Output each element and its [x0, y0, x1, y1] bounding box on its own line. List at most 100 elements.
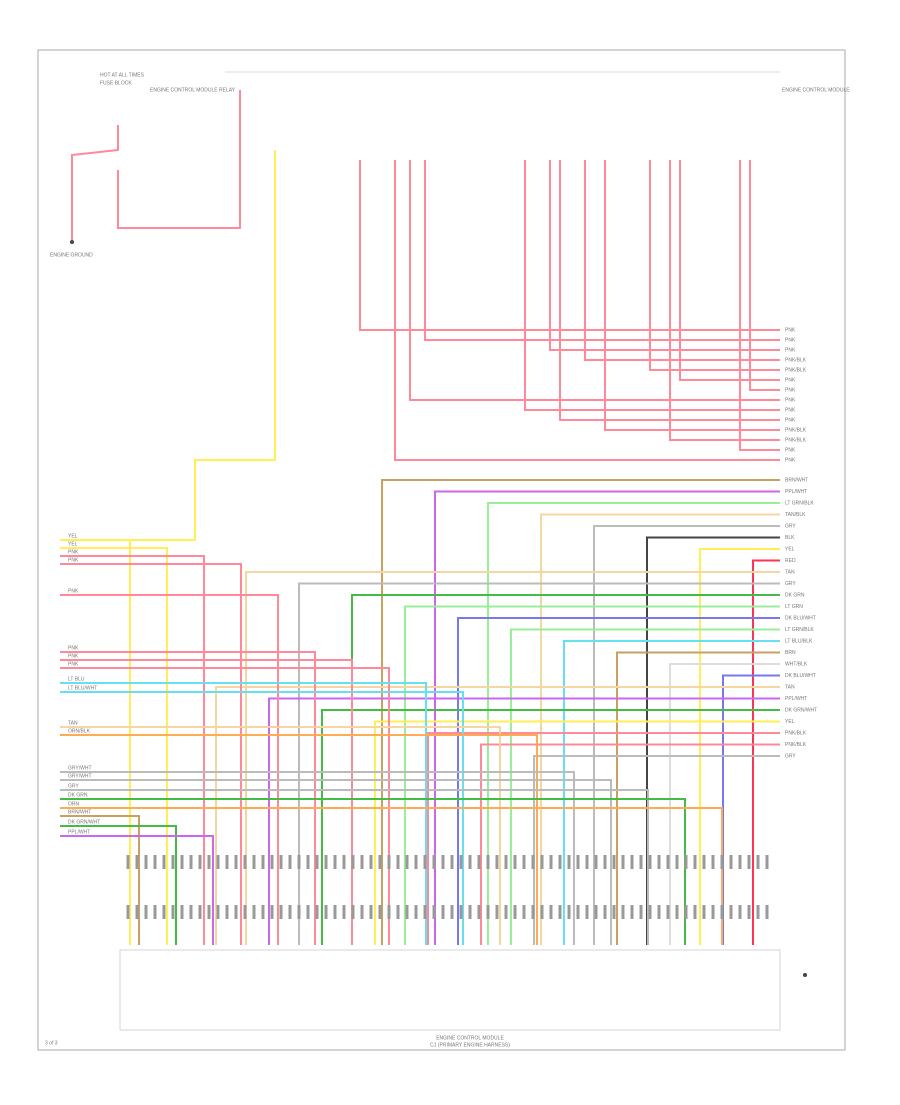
connector-pin [297, 855, 301, 869]
ground-symbol [803, 973, 807, 977]
connector-pin [729, 855, 733, 869]
connector-pin [531, 855, 535, 869]
connector-pin [729, 905, 733, 919]
connector-pin [558, 905, 562, 919]
connector-pin [648, 905, 652, 919]
wire [60, 651, 316, 945]
connector-pin [738, 905, 742, 919]
connector-pin [486, 905, 490, 919]
wire [60, 547, 168, 945]
connector-pin [549, 905, 553, 919]
left-wire-label: GRY [68, 783, 79, 789]
right-wire-label: TAN/BLK [785, 512, 806, 518]
connector-pin [306, 905, 310, 919]
relay-label: ENGINE CONTROL MODULE RELAY [150, 87, 236, 93]
left-wire-label: ORN/BLK [68, 728, 91, 734]
right-wire-label: PNK/BLK [785, 742, 807, 748]
wire [457, 617, 780, 945]
left-wire-label: ORN [68, 801, 80, 807]
wire [434, 490, 780, 945]
connector-pin [423, 905, 427, 919]
connector-pin [396, 855, 400, 869]
wire [749, 160, 780, 391]
connector-pin [288, 905, 292, 919]
right-wire-label: PNK/BLK [785, 427, 807, 433]
connector-pin [405, 905, 409, 919]
left-wire-label: DK GRN/WHT [68, 819, 100, 825]
left-wire-label: LT BLU [68, 676, 85, 682]
connector-pin [198, 905, 202, 919]
connector-pin [702, 855, 706, 869]
connector-pin [171, 855, 175, 869]
connector-pin [576, 905, 580, 919]
connector-pin [324, 855, 328, 869]
connector-pin [180, 905, 184, 919]
wire [60, 789, 649, 945]
wire [60, 807, 723, 945]
connector-pin [756, 905, 760, 919]
connector-pin [315, 905, 319, 919]
right-wire-label: PPL/WHT [785, 696, 807, 702]
wire [321, 709, 780, 945]
connector-pin [279, 855, 283, 869]
right-wire-label: PNK [785, 457, 796, 463]
connector-pin [585, 905, 589, 919]
right-wire-label: BRN [785, 650, 796, 656]
connector-pin [477, 905, 481, 919]
ground-label: ENGINE GROUND [50, 252, 93, 258]
connector-pin [243, 855, 247, 869]
wire [60, 779, 612, 945]
wire [60, 539, 131, 945]
connector-pin [306, 855, 310, 869]
connector-pin [216, 855, 220, 869]
connector-pin [540, 905, 544, 919]
connector-pin [612, 905, 616, 919]
right-wire-label: GRY [785, 523, 796, 529]
right-wire-label: LT GRN [785, 604, 803, 610]
wire [510, 628, 780, 945]
connector-pin [333, 855, 337, 869]
connector-pin [153, 905, 157, 919]
right-wire-label: PNK [785, 417, 796, 423]
connector-pin [162, 855, 166, 869]
connector-pin [378, 905, 382, 919]
wire [60, 734, 538, 945]
right-wire-label: PNK [785, 327, 796, 333]
connector-pin [126, 905, 130, 919]
wire [60, 771, 575, 945]
right-wire-label: DK BLU/WHT [785, 673, 816, 679]
connector-pin [639, 905, 643, 919]
right-wire-label: PNK [785, 447, 796, 453]
module-label: ENGINE CONTROL MODULE [436, 1035, 504, 1041]
connector-pin [594, 855, 598, 869]
connector-pin [639, 855, 643, 869]
wire [424, 160, 780, 341]
connector-pin [333, 905, 337, 919]
connector-pin [684, 905, 688, 919]
wire [649, 160, 780, 371]
connector-pin [693, 905, 697, 919]
connector-pin [387, 855, 391, 869]
connector-pin [441, 905, 445, 919]
wire [60, 659, 353, 945]
right-wire-label: YEL [785, 546, 795, 552]
right-wire-label: PNK [785, 347, 796, 353]
connector-pin [207, 905, 211, 919]
wire [374, 720, 780, 945]
connector-pin [225, 855, 229, 869]
hot-label: HOT AT ALL TIMES [100, 72, 145, 78]
connector-pin [711, 855, 715, 869]
connector-pin [666, 855, 670, 869]
wire [394, 160, 780, 461]
connector-pin [342, 905, 346, 919]
connector-pin [558, 855, 562, 869]
wire [540, 513, 780, 945]
connector-pin [396, 905, 400, 919]
connector-pin [585, 855, 589, 869]
connector-pin [288, 855, 292, 869]
connector-pin [630, 855, 634, 869]
connector-pin [432, 855, 436, 869]
wire [60, 815, 140, 945]
left-wire-label: BRN/WHT [68, 809, 91, 815]
